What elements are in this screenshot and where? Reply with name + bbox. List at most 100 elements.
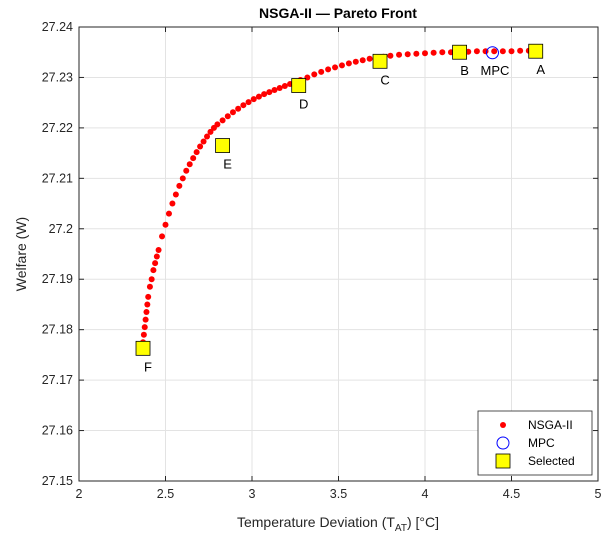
y-tick-label: 27.18 (42, 323, 73, 337)
nsga-ii-point (146, 283, 153, 290)
y-axis-ticks: 27.15 27.16 27.17 27.18 27.19 27.2 27.21 27.22 2… (42, 20, 598, 488)
x-tick-label: 2 (76, 487, 83, 501)
nsga-ii-point (204, 133, 211, 140)
legend-nsga-ii-marker (500, 422, 506, 428)
mpc-point (485, 46, 499, 60)
nsga-ii-point (245, 99, 252, 106)
legend-selected-marker (495, 453, 511, 469)
selected-series: A B C D E F (135, 43, 545, 374)
nsga-ii-point (366, 55, 373, 62)
selected-point-label: E (223, 157, 232, 172)
x-tick-label: 4 (422, 487, 429, 501)
mpc-series (485, 46, 499, 60)
nsga-ii-point (255, 93, 262, 100)
y-tick-label: 27.24 (42, 20, 73, 34)
legend-nsga-ii-label: NSGA-II (528, 418, 573, 432)
nsga-ii-point (172, 191, 179, 198)
nsga-ii-point (152, 260, 159, 267)
nsga-ii-point (142, 316, 149, 323)
nsga-ii-point (159, 233, 166, 240)
nsga-ii-point (271, 87, 278, 94)
legend-mpc-marker (496, 436, 510, 450)
nsga-ii-point (141, 324, 148, 331)
x-tick-label: 3 (249, 487, 256, 501)
nsga-ii-point (250, 96, 257, 103)
nsga-ii-point (150, 267, 157, 274)
nsga-ii-point (148, 276, 155, 283)
nsga-ii-point (508, 48, 515, 55)
y-tick-label: 27.22 (42, 121, 73, 135)
nsga-ii-point (387, 52, 394, 59)
nsga-ii-point (193, 149, 200, 156)
nsga-ii-series (140, 47, 539, 346)
nsga-ii-point (422, 50, 428, 57)
nsga-ii-point (404, 51, 411, 58)
selected-point (372, 53, 388, 69)
x-axis-label-main: Temperature Deviation (T (237, 514, 395, 530)
selected-point-label: A (536, 62, 545, 77)
y-tick-label: 27.19 (42, 272, 73, 286)
nsga-ii-point (325, 66, 332, 73)
selected-point (135, 340, 151, 356)
nsga-ii-point (332, 64, 339, 71)
nsga-ii-point (473, 48, 480, 55)
selected-point-label: B (460, 63, 469, 78)
nsga-ii-point (140, 331, 147, 338)
nsga-ii-point (240, 102, 247, 109)
nsga-ii-point (499, 48, 506, 55)
nsga-ii-point (214, 121, 221, 128)
nsga-ii-point (143, 309, 150, 316)
x-axis-label-tail: ) [°C] (407, 514, 439, 530)
selected-point (528, 43, 544, 59)
selected-point (452, 44, 468, 60)
nsga-ii-point (153, 253, 160, 260)
x-axis-label-subscript: AT (395, 523, 407, 533)
x-tick-label: 4.5 (503, 487, 520, 501)
nsga-ii-point (281, 83, 288, 90)
nsga-ii-point (266, 89, 273, 96)
nsga-ii-point (162, 221, 169, 228)
x-tick-label: 2.5 (157, 487, 174, 501)
y-tick-label: 27.23 (42, 70, 73, 84)
nsga-ii-point (439, 49, 446, 56)
nsga-ii-point (359, 57, 366, 64)
nsga-ii-point (197, 143, 204, 150)
nsga-ii-point (169, 200, 176, 207)
chart-title: NSGA-II — Pareto Front (259, 5, 417, 21)
selected-point-label: F (144, 359, 152, 374)
plot-border (78, 26, 599, 482)
y-tick-label: 27.16 (42, 424, 73, 438)
y-axis-label: Welfare (W) (13, 217, 29, 291)
selected-point-label: D (299, 97, 308, 112)
nsga-ii-point (155, 246, 162, 253)
nsga-ii-point (352, 58, 359, 65)
nsga-ii-point (176, 182, 183, 189)
nsga-ii-point (145, 293, 152, 300)
nsga-ii-point (165, 210, 172, 217)
x-axis-label: Temperature Deviation (TAT) [°C] (237, 514, 439, 533)
selected-point (215, 138, 230, 153)
nsga-ii-point (207, 128, 214, 135)
nsga-ii-point (413, 50, 420, 57)
nsga-ii-point (318, 68, 325, 75)
x-tick-label: 5 (595, 487, 602, 501)
mpc-annotation: MPC (481, 63, 510, 78)
nsga-ii-point (345, 60, 352, 67)
nsga-ii-point (229, 109, 236, 116)
nsga-ii-point (235, 105, 242, 112)
selected-point-label: C (380, 72, 389, 87)
nsga-ii-point (338, 62, 345, 69)
y-tick-label: 27.15 (42, 474, 73, 488)
nsga-ii-point (311, 71, 318, 78)
y-tick-label: 27.17 (42, 373, 73, 387)
nsga-ii-point (190, 155, 197, 162)
y-tick-label: 27.2 (49, 222, 73, 236)
nsga-ii-point (179, 175, 186, 182)
nsga-ii-point (491, 48, 498, 55)
nsga-ii-point (261, 91, 268, 98)
nsga-ii-point (200, 138, 207, 145)
y-tick-label: 27.21 (42, 171, 73, 185)
nsga-ii-point (276, 85, 283, 92)
nsga-ii-point (430, 49, 437, 56)
